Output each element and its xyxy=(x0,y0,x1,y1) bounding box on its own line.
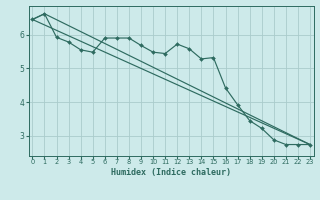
X-axis label: Humidex (Indice chaleur): Humidex (Indice chaleur) xyxy=(111,168,231,177)
